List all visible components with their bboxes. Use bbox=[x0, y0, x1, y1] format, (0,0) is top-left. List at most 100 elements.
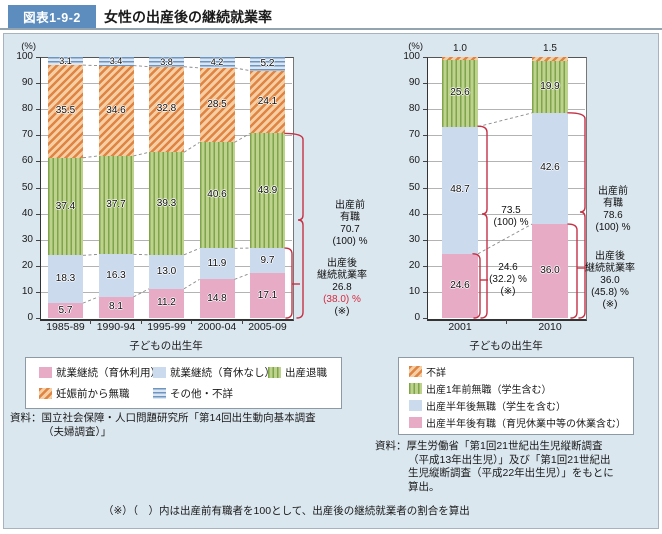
y-tick-mark bbox=[423, 83, 427, 85]
category-label: 2000-04 bbox=[197, 321, 237, 333]
y-tick-mark bbox=[423, 109, 427, 111]
category-label: 1985-89 bbox=[46, 321, 85, 333]
bar-segment: 3.8 bbox=[149, 57, 184, 67]
y-tick-mark bbox=[423, 213, 427, 215]
legend-swatch-lblue bbox=[153, 367, 166, 378]
bar-segment: 43.9 bbox=[250, 133, 285, 249]
y-tick-mark bbox=[36, 135, 40, 137]
y-tick-label: 80 bbox=[21, 103, 33, 115]
bar-segment: 11.2 bbox=[149, 288, 184, 318]
bar-segment-value-label: 25.6 bbox=[450, 87, 470, 99]
bar-segment-value-label: 48.7 bbox=[450, 184, 470, 196]
annotation-label-line: 36.0 bbox=[600, 275, 620, 286]
bar-segment: 11.9 bbox=[199, 248, 235, 280]
annotation-label-line: (100) % bbox=[595, 222, 631, 233]
legend-item: 就業継続（育休利用） bbox=[39, 365, 161, 380]
bar-segment-value-label: 4.2 bbox=[210, 57, 224, 68]
bar-segment-value-label: 8.1 bbox=[109, 301, 123, 313]
bar-segment: 18.3 bbox=[48, 255, 83, 304]
legend-item: 出産半年後無職（学生を含む） bbox=[409, 398, 566, 413]
bar-segment-value-label: 28.5 bbox=[207, 99, 227, 111]
legend-label: 出産1年前無職（学生含む） bbox=[426, 385, 552, 396]
bar-segment: 36.0 bbox=[532, 224, 568, 318]
bar-segment: 9.7 bbox=[250, 248, 285, 274]
annotation-label-line: (100) % bbox=[493, 217, 529, 228]
bar-segment: 39.3 bbox=[149, 152, 184, 255]
gridline bbox=[428, 161, 585, 163]
annotation-label-line: 26.8 bbox=[332, 282, 352, 293]
annotation-label-line: (※) bbox=[334, 306, 350, 317]
gridline bbox=[428, 109, 585, 111]
x-tick-mark bbox=[191, 320, 193, 324]
y-tick-mark bbox=[423, 187, 427, 189]
source-line: （平成13年出生児）」及び「第1回21世紀出 bbox=[408, 453, 611, 466]
bar-segment: 35.5 bbox=[48, 65, 83, 158]
bar-segment-value-label: 39.3 bbox=[156, 197, 177, 209]
annotation-label-line: (※) bbox=[500, 286, 516, 297]
bar-segment-value-label: 11.2 bbox=[157, 297, 176, 309]
legend-label: 就業継続（育休なし） bbox=[170, 367, 275, 379]
annotation-label-line: (※) bbox=[602, 299, 618, 310]
annotation-label-line: 73.5 bbox=[501, 205, 521, 216]
bar-segment-value-label: 3.1 bbox=[59, 56, 72, 67]
legend-label: 出産半年後無職（学生を含む） bbox=[426, 402, 566, 413]
legend-label: 妊娠前から無職 bbox=[56, 388, 130, 400]
bar-segment: 40.6 bbox=[199, 142, 235, 249]
x-axis-title: 子どもの出生年 bbox=[469, 340, 543, 352]
annotation-label-line: 継続就業率 bbox=[317, 270, 367, 281]
y-tick-mark bbox=[36, 83, 40, 85]
figure-number-badge: 図表1-9-2 bbox=[8, 5, 96, 28]
y-tick-mark bbox=[423, 161, 427, 163]
bar-segment: 5.7 bbox=[48, 303, 83, 318]
y-tick-label: 70 bbox=[408, 129, 420, 141]
header-divider bbox=[0, 28, 662, 30]
legend-right: 不詳出産1年前無職（学生含む） 出産半年後無職（学生を含む） 出産半年後有職（育児休… bbox=[398, 357, 634, 435]
annotation-label: 出産前 有職 70.7 (100) % bbox=[288, 200, 412, 248]
annotation-label-line: 24.6 bbox=[498, 262, 518, 273]
annotation-label: 73.5 (100) % bbox=[449, 205, 573, 229]
x-tick-mark bbox=[140, 320, 142, 324]
legend-label: 就業継続（育休利用） bbox=[56, 367, 161, 379]
annotation-label-line: 継続就業率 bbox=[585, 263, 635, 274]
bar-segment-value-label: 40.6 bbox=[207, 189, 227, 201]
source-left: 資料：国立社会保障・人口問題研究所「第14回出生動向基本調査 （夫婦調査）」 bbox=[10, 412, 365, 439]
bar-segment-value-label: 24.1 bbox=[257, 96, 278, 107]
legend-swatch-green bbox=[268, 367, 281, 378]
bar-segment-value-label: 11.9 bbox=[207, 257, 227, 269]
y-tick-label: 50 bbox=[408, 181, 420, 193]
bar-segment: 13.0 bbox=[149, 254, 184, 289]
y-tick-label: 40 bbox=[408, 207, 420, 219]
annotation-label-line: 有職 bbox=[603, 198, 623, 209]
source-line: 資料：国立社会保障・人口問題研究所「第14回出生動向基本調査 bbox=[10, 412, 316, 424]
legend-label: その他・不詳 bbox=[170, 388, 233, 400]
y-tick-mark bbox=[36, 291, 40, 293]
bar-segment: 17.1 bbox=[250, 273, 285, 318]
bar-segment-value-label: 19.9 bbox=[540, 80, 560, 92]
gridline bbox=[428, 265, 585, 267]
bar-segment-value-label: 37.7 bbox=[106, 199, 126, 211]
y-tick-label: 10 bbox=[408, 285, 420, 297]
source-line: 算出。 bbox=[408, 480, 440, 493]
category-label: 2005-09 bbox=[248, 321, 287, 333]
legend-swatch-lblue bbox=[409, 400, 422, 411]
bar-segment: 3.4 bbox=[98, 56, 134, 66]
bar-segment: 42.6 bbox=[532, 112, 568, 225]
legend-swatch-pink bbox=[409, 417, 422, 428]
category-label: 2010 bbox=[538, 321, 562, 333]
bar-segment: 3.1 bbox=[48, 56, 83, 66]
gridline bbox=[428, 291, 585, 293]
y-tick-mark bbox=[36, 109, 40, 111]
bar-segment-value-label: 24.6 bbox=[450, 279, 470, 291]
bar-top-value-label: 1.5 bbox=[543, 43, 557, 54]
bar-segment: 24.1 bbox=[250, 70, 285, 134]
legend-label: 出産半年後有職（育児休業中等の休業含む） bbox=[426, 419, 626, 430]
bar-segment: 14.8 bbox=[199, 279, 235, 318]
gridline bbox=[428, 83, 585, 85]
legend-item: 不詳 bbox=[409, 364, 446, 379]
bar-segment bbox=[442, 57, 478, 60]
bar-segment-value-label: 32.8 bbox=[156, 103, 177, 115]
y-tick-label: 50 bbox=[21, 181, 33, 193]
figure-title: 女性の出産後の継続就業率 bbox=[104, 9, 272, 25]
